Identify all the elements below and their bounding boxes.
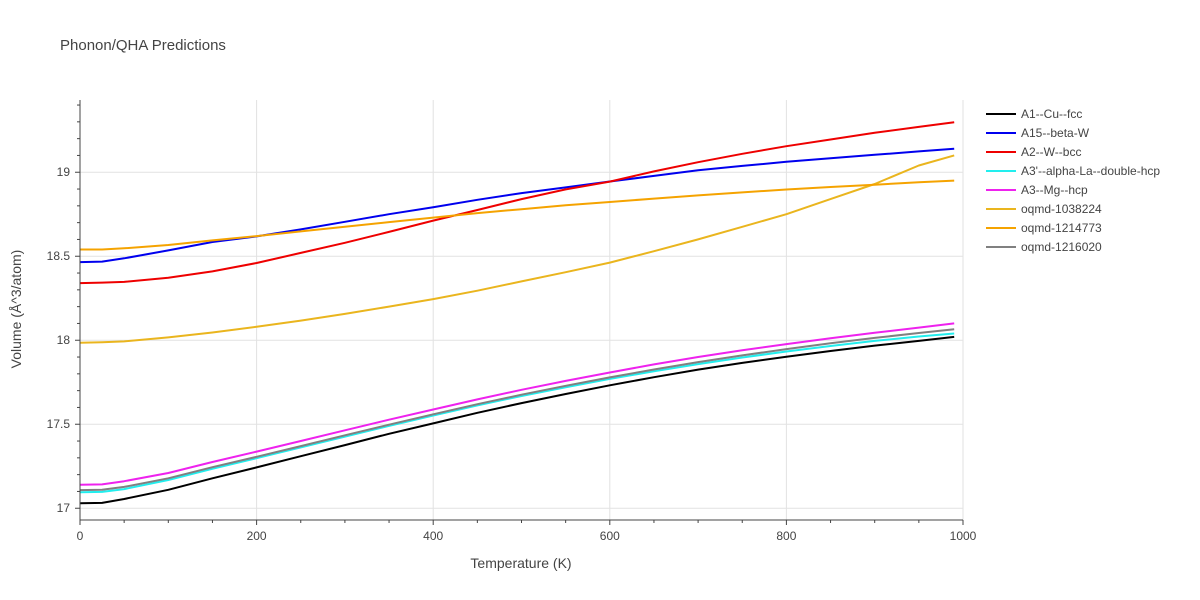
series-line [79, 121, 955, 285]
x-axis-title: Temperature (K) [470, 555, 571, 571]
legend-item[interactable]: A3--Mg--hcp [986, 183, 1088, 197]
series-line [79, 335, 955, 505]
series-line [79, 147, 955, 264]
x-tick-label: 600 [600, 529, 620, 543]
legend-label: A3--Mg--hcp [1021, 183, 1088, 197]
legend[interactable]: A1--Cu--fcc A15--beta-W A2--W--bcc A3'--alp… [986, 107, 1160, 254]
series-line [79, 154, 955, 344]
y-tick-label: 17.5 [47, 417, 71, 431]
legend-label: A1--Cu--fcc [1021, 107, 1082, 121]
series-line [79, 328, 955, 492]
legend-item[interactable]: A1--Cu--fcc [986, 107, 1082, 121]
chart-title: Phonon/QHA Predictions [60, 37, 226, 54]
y-tick-label: 18 [57, 333, 71, 347]
legend-item[interactable]: A15--beta-W [986, 126, 1090, 140]
x-tick-label: 800 [776, 529, 796, 543]
legend-label: A2--W--bcc [1021, 145, 1081, 159]
y-axis-ticks: 17 17.5 18 18.5 19 [47, 165, 71, 515]
x-axis-ticks: 0 200 400 600 800 1000 [77, 529, 977, 543]
x-tick-label: 200 [247, 529, 267, 543]
x-tick-label: 0 [77, 529, 84, 543]
y-tick-label: 18.5 [47, 249, 71, 263]
series-lines [79, 121, 955, 505]
legend-item[interactable]: A3'--alpha-La--double-hcp [986, 164, 1160, 178]
legend-item[interactable]: A2--W--bcc [986, 145, 1081, 159]
legend-item[interactable]: oqmd-1214773 [986, 221, 1102, 235]
legend-label: oqmd-1216020 [1021, 240, 1102, 254]
y-axis-title: Volume (Å^3/atom) [8, 250, 24, 369]
axes [75, 100, 964, 525]
y-tick-label: 17 [57, 501, 71, 515]
x-tick-label: 1000 [950, 529, 977, 543]
legend-label: oqmd-1038224 [1021, 202, 1102, 216]
series-line [79, 332, 955, 494]
legend-label: oqmd-1214773 [1021, 221, 1102, 235]
legend-item[interactable]: oqmd-1038224 [986, 202, 1102, 216]
legend-label: A3'--alpha-La--double-hcp [1021, 164, 1160, 178]
grid [80, 100, 964, 520]
legend-label: A15--beta-W [1021, 126, 1090, 140]
legend-item[interactable]: oqmd-1216020 [986, 240, 1102, 254]
series-line [79, 322, 955, 486]
series-line [80, 179, 955, 251]
x-tick-label: 400 [423, 529, 443, 543]
y-tick-label: 19 [57, 165, 71, 179]
